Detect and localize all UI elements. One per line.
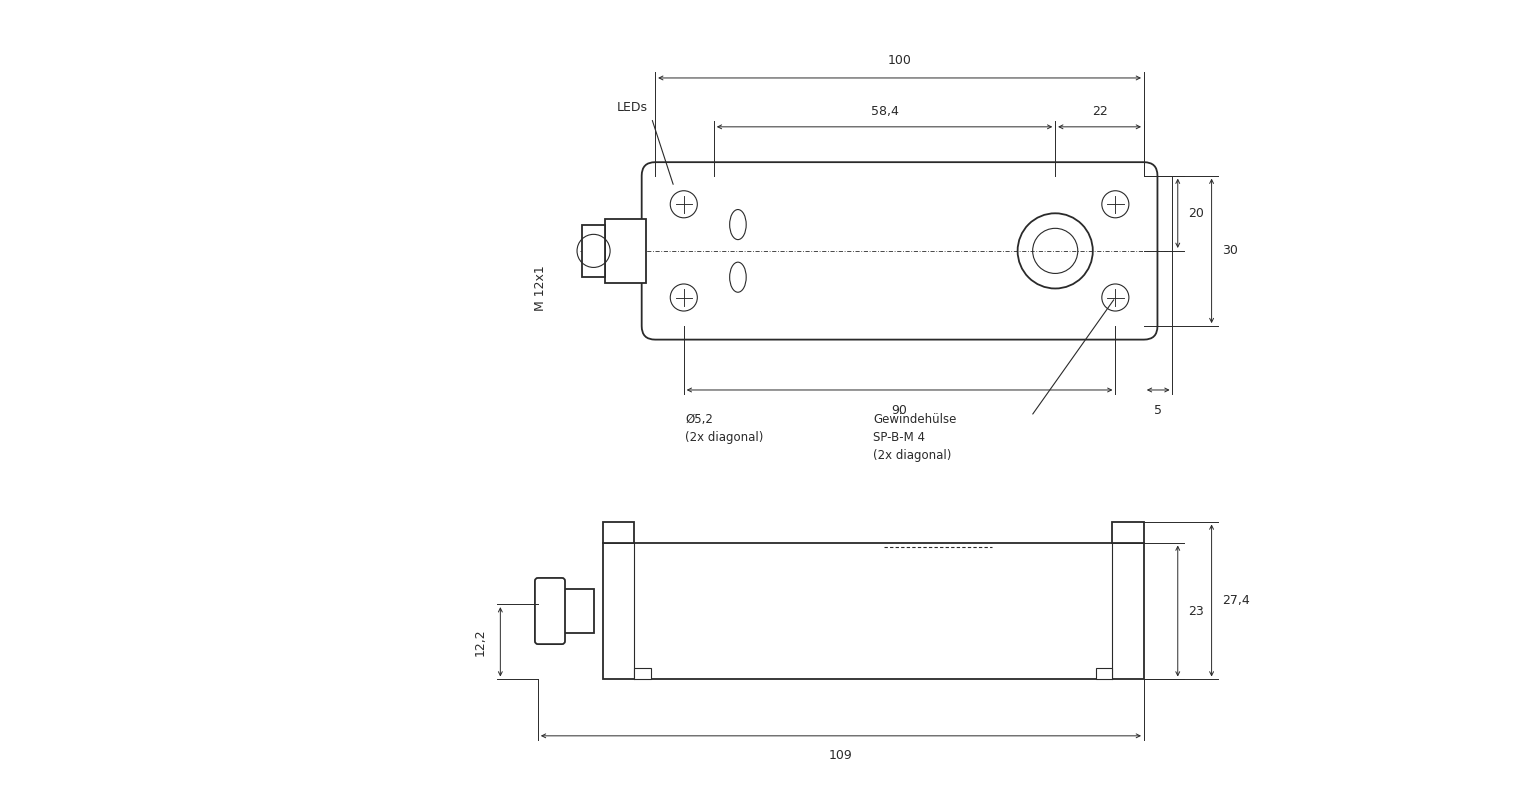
Text: 23: 23 <box>1189 604 1204 618</box>
Bar <box>1112 522 1144 543</box>
Text: 30: 30 <box>1223 244 1238 258</box>
Text: Ø5,2
(2x diagonal): Ø5,2 (2x diagonal) <box>685 413 763 444</box>
Text: 5: 5 <box>1154 404 1163 417</box>
Bar <box>562 589 593 633</box>
Text: 58,4: 58,4 <box>871 105 899 118</box>
Bar <box>602 522 634 543</box>
Text: 20: 20 <box>1189 207 1204 219</box>
Text: 109: 109 <box>829 750 852 762</box>
Text: LEDs: LEDs <box>616 101 648 114</box>
Text: 12,2: 12,2 <box>473 628 487 656</box>
Text: 90: 90 <box>891 404 908 417</box>
Text: Gewindehülse
SP-B-M 4
(2x diagonal): Gewindehülse SP-B-M 4 (2x diagonal) <box>874 413 957 462</box>
Bar <box>634 668 651 680</box>
FancyBboxPatch shape <box>642 162 1158 339</box>
FancyBboxPatch shape <box>535 578 565 644</box>
Text: M 12x1: M 12x1 <box>535 266 547 312</box>
Bar <box>605 219 647 283</box>
Text: 22: 22 <box>1092 105 1107 118</box>
Bar <box>582 224 605 277</box>
Text: 27,4: 27,4 <box>1223 594 1250 607</box>
Text: 100: 100 <box>888 54 911 67</box>
Bar <box>1095 668 1112 680</box>
Bar <box>602 543 1144 680</box>
